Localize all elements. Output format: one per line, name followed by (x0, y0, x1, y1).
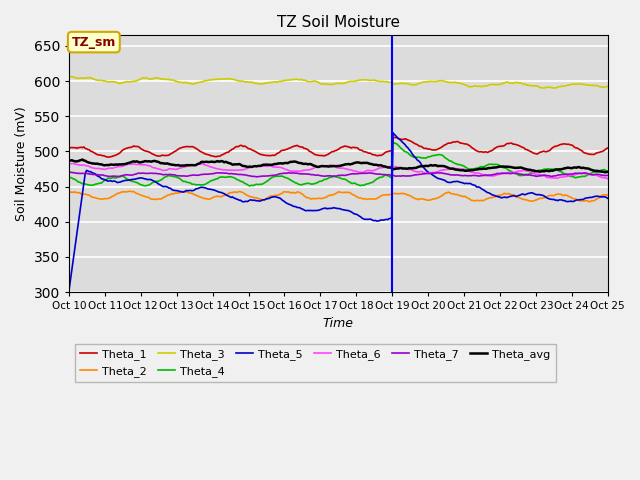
Theta_6 (604, 176, 612, 181)
Theta_avg (601, 169, 609, 175)
Theta_4 (406, 153, 414, 158)
Theta_3 (280, 78, 287, 84)
Theta_avg (604, 169, 612, 175)
Theta_3 (455, 80, 463, 86)
Line: Theta_2: Theta_2 (69, 191, 608, 202)
Theta_7 (457, 172, 465, 178)
Line: Theta_5: Theta_5 (69, 133, 608, 290)
Theta_6 (69, 161, 77, 167)
Theta_avg (131, 159, 139, 165)
Theta_avg (280, 160, 287, 166)
Theta_4 (389, 139, 397, 145)
Title: TZ Soil Moisture: TZ Soil Moisture (277, 15, 400, 30)
Theta_7 (65, 169, 73, 175)
Line: Theta_6: Theta_6 (69, 164, 608, 179)
Theta_6 (458, 166, 466, 172)
Theta_5 (241, 199, 248, 204)
Theta_5 (65, 288, 73, 293)
Theta_5 (405, 147, 413, 153)
Theta_3 (405, 81, 413, 87)
Legend: Theta_1, Theta_2, Theta_3, Theta_4, Theta_5, Theta_6, Theta_7, Theta_avg: Theta_1, Theta_2, Theta_3, Theta_4, Thet… (74, 344, 556, 382)
Theta_5 (455, 179, 463, 185)
Theta_4 (241, 180, 248, 186)
Theta_5 (389, 130, 397, 136)
Theta_4 (280, 174, 287, 180)
Theta_3 (550, 85, 557, 91)
Theta_1 (604, 145, 612, 151)
Theta_2 (604, 192, 612, 198)
Theta_2 (242, 192, 250, 197)
Theta_7 (131, 171, 139, 177)
Theta_4 (246, 183, 253, 189)
Theta_1 (460, 141, 467, 146)
Theta_2 (405, 192, 413, 198)
Theta_2 (126, 188, 134, 194)
Theta_5 (130, 176, 138, 182)
Theta_4 (65, 174, 73, 180)
Theta_7 (67, 169, 74, 175)
Theta_1 (65, 145, 73, 151)
Theta_1 (390, 134, 398, 140)
Theta_2 (458, 193, 466, 199)
Theta_3 (65, 74, 73, 80)
Theta_4 (460, 163, 467, 168)
Theta_1 (406, 138, 414, 144)
Theta_7 (242, 172, 250, 178)
Y-axis label: Soil Moisture (mV): Soil Moisture (mV) (15, 106, 28, 221)
Line: Theta_7: Theta_7 (69, 172, 608, 177)
Line: Theta_1: Theta_1 (69, 137, 608, 157)
Theta_1 (457, 140, 465, 146)
Theta_5 (458, 180, 466, 185)
Theta_3 (67, 73, 74, 79)
Theta_avg (242, 164, 250, 169)
Theta_7 (406, 173, 414, 179)
Theta_3 (242, 79, 250, 85)
Theta_1 (104, 154, 112, 160)
Theta_7 (604, 172, 612, 178)
Theta_2 (280, 189, 287, 195)
Theta_3 (458, 81, 466, 86)
Theta_1 (280, 147, 287, 153)
Theta_4 (604, 168, 612, 174)
Theta_7 (460, 173, 467, 179)
Theta_avg (405, 165, 413, 171)
Theta_avg (79, 156, 86, 162)
Theta_2 (455, 192, 463, 198)
Theta_1 (131, 144, 139, 149)
Theta_1 (242, 144, 250, 150)
Theta_7 (281, 170, 289, 176)
Theta_3 (131, 78, 139, 84)
Text: TZ_sm: TZ_sm (72, 36, 116, 48)
Theta_4 (457, 162, 465, 168)
Theta_avg (65, 158, 73, 164)
Theta_6 (405, 167, 413, 172)
Theta_2 (585, 199, 593, 204)
X-axis label: Time: Time (323, 317, 354, 330)
Theta_avg (455, 167, 463, 173)
Theta_6 (242, 166, 250, 172)
Theta_2 (131, 190, 139, 195)
Theta_7 (253, 174, 260, 180)
Theta_6 (65, 161, 73, 167)
Theta_2 (65, 190, 73, 195)
Theta_6 (455, 166, 463, 172)
Line: Theta_3: Theta_3 (69, 76, 608, 88)
Line: Theta_avg: Theta_avg (69, 159, 608, 172)
Theta_4 (130, 179, 138, 184)
Theta_3 (604, 84, 612, 90)
Theta_5 (278, 197, 286, 203)
Line: Theta_4: Theta_4 (69, 142, 608, 186)
Theta_avg (458, 168, 466, 173)
Theta_6 (280, 166, 287, 171)
Theta_5 (604, 195, 612, 201)
Theta_6 (131, 161, 139, 167)
